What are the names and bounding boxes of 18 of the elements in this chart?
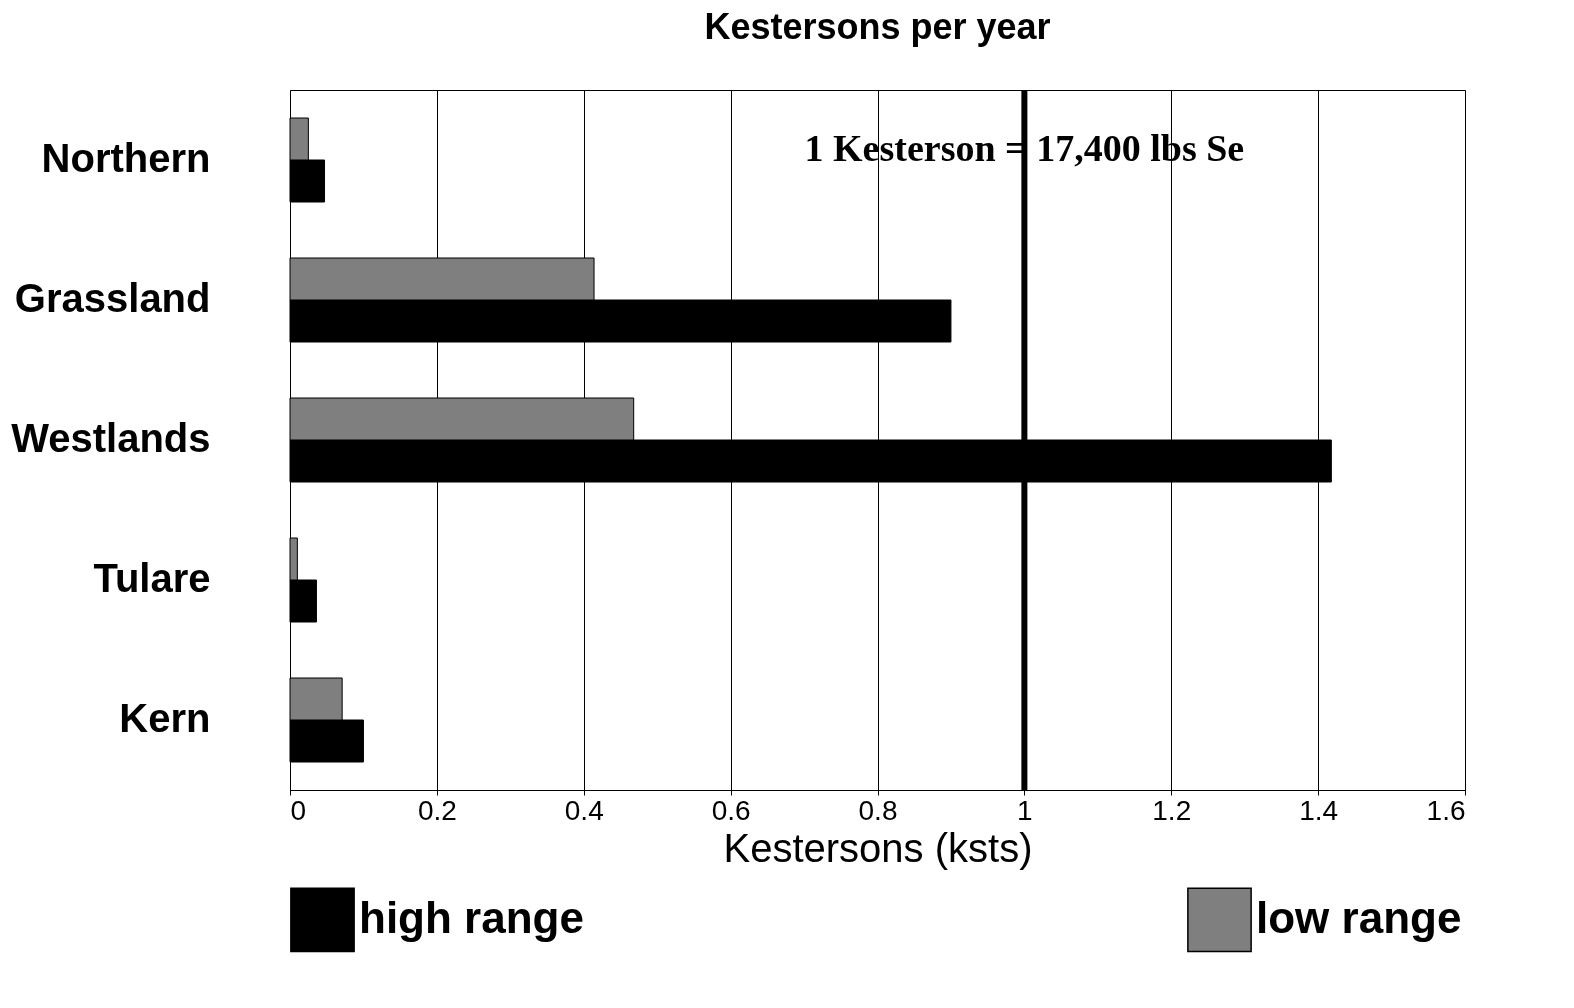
x-tick-label: 1 (1017, 794, 1033, 826)
x-tick-label: 1.4 (1299, 794, 1339, 826)
x-tick-label: 0.6 (711, 794, 751, 826)
x-tick-label: 1.2 (1152, 794, 1192, 826)
y-tick-label: Kern (119, 696, 211, 740)
legend-label: low range (1256, 892, 1462, 942)
chart-title: Kestersons per year (704, 6, 1051, 47)
x-tick-label: 0 (290, 794, 307, 826)
x-tick-label: 0.2 (417, 794, 457, 826)
x-tick-label: 0.8 (858, 794, 898, 826)
y-tick-label: Tulare (93, 556, 211, 600)
x-tick-label: 1.6 (1426, 794, 1466, 826)
y-tick-label: Westlands (11, 416, 211, 460)
y-tick-label: Grassland (14, 276, 211, 320)
legend-label: high range (359, 892, 584, 942)
x-tick-label: 0.4 (564, 794, 604, 826)
y-tick-label: Northern (41, 136, 211, 180)
x-axis-title: Kestersons (ksts) (723, 825, 1033, 870)
